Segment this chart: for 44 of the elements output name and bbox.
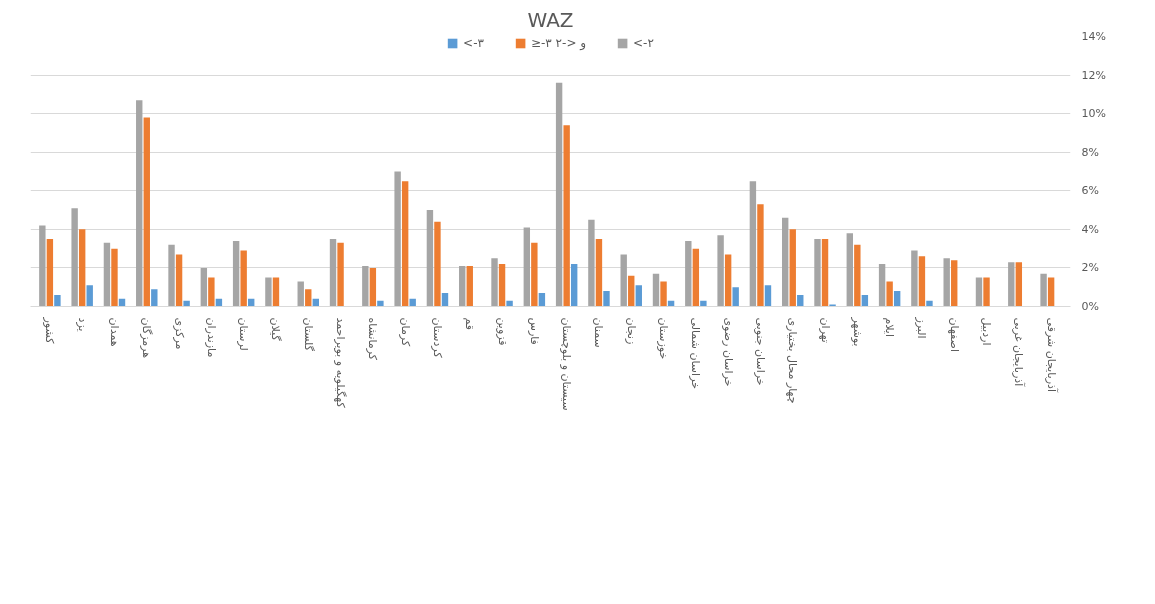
x-tick-label: کرمانشاه: [366, 317, 380, 361]
x-tick-label: لرستان: [237, 317, 251, 351]
x-tick-label: کهگیلویه و بویراحمد: [334, 317, 348, 409]
x-tick-label: مازندران: [204, 317, 218, 358]
x-tick-label: کردستان: [430, 317, 444, 359]
y-tick-label: 0%: [1081, 300, 1099, 313]
x-tick-label: سیستان و بلوچستان: [560, 317, 574, 411]
x-tick-label: کرمان: [398, 317, 412, 347]
x-tick-label: کشور: [43, 316, 57, 345]
x-tick-label: گیلان: [269, 317, 283, 342]
x-tick-label: خراسان شمالی: [689, 317, 703, 390]
x-tick-label: فارس: [527, 317, 541, 345]
y-tick-label: 12%: [1081, 68, 1106, 82]
x-tick-label: آذربایجان غربی: [1012, 317, 1027, 388]
x-tick-label: زنجان: [624, 317, 638, 345]
x-tick-label: تهران: [818, 317, 832, 343]
x-tick-label: قم: [463, 317, 477, 331]
x-tick-label: ایلام: [883, 317, 897, 337]
x-tick-label: خوزستان: [657, 317, 671, 360]
x-tick-label: چهار محال بختیاری: [786, 317, 800, 404]
x-tick-label: البرز: [915, 316, 929, 339]
x-tick-label: قزوین: [495, 317, 509, 346]
x-tick-label: همدان: [107, 317, 121, 347]
y-tick-label: 8%: [1081, 145, 1099, 159]
x-tick-label: خراسان جنوبی: [753, 317, 767, 386]
y-tick-label: 4%: [1081, 222, 1099, 236]
x-tick-label: گلستان: [301, 317, 315, 352]
x-tick-label: خراسان رضوی: [721, 317, 735, 387]
x-tick-label: مرکزی: [172, 317, 186, 350]
x-tick-label: آذربایجان شرقی: [1044, 317, 1059, 393]
legend-label: <-۳: [463, 36, 484, 50]
y-tick-label: 14%: [1081, 30, 1106, 43]
x-tick-label: اردبیل: [980, 317, 994, 346]
x-tick-label: سمنان: [592, 317, 606, 348]
x-tick-label: بوشهر: [850, 316, 864, 347]
x-tick-label: هرمزگان: [140, 317, 154, 359]
y-tick-label: 6%: [1081, 184, 1099, 198]
x-tick-label: اصفهان: [947, 317, 961, 352]
chart-title: WAZ: [527, 7, 574, 32]
y-tick-label: 2%: [1081, 261, 1099, 275]
legend-label: ≥-۳ و <-۲: [530, 36, 587, 50]
y-tick-label: 10%: [1081, 107, 1106, 121]
x-tick-label: یزد: [75, 317, 89, 332]
legend-label: <-۲: [633, 36, 654, 50]
